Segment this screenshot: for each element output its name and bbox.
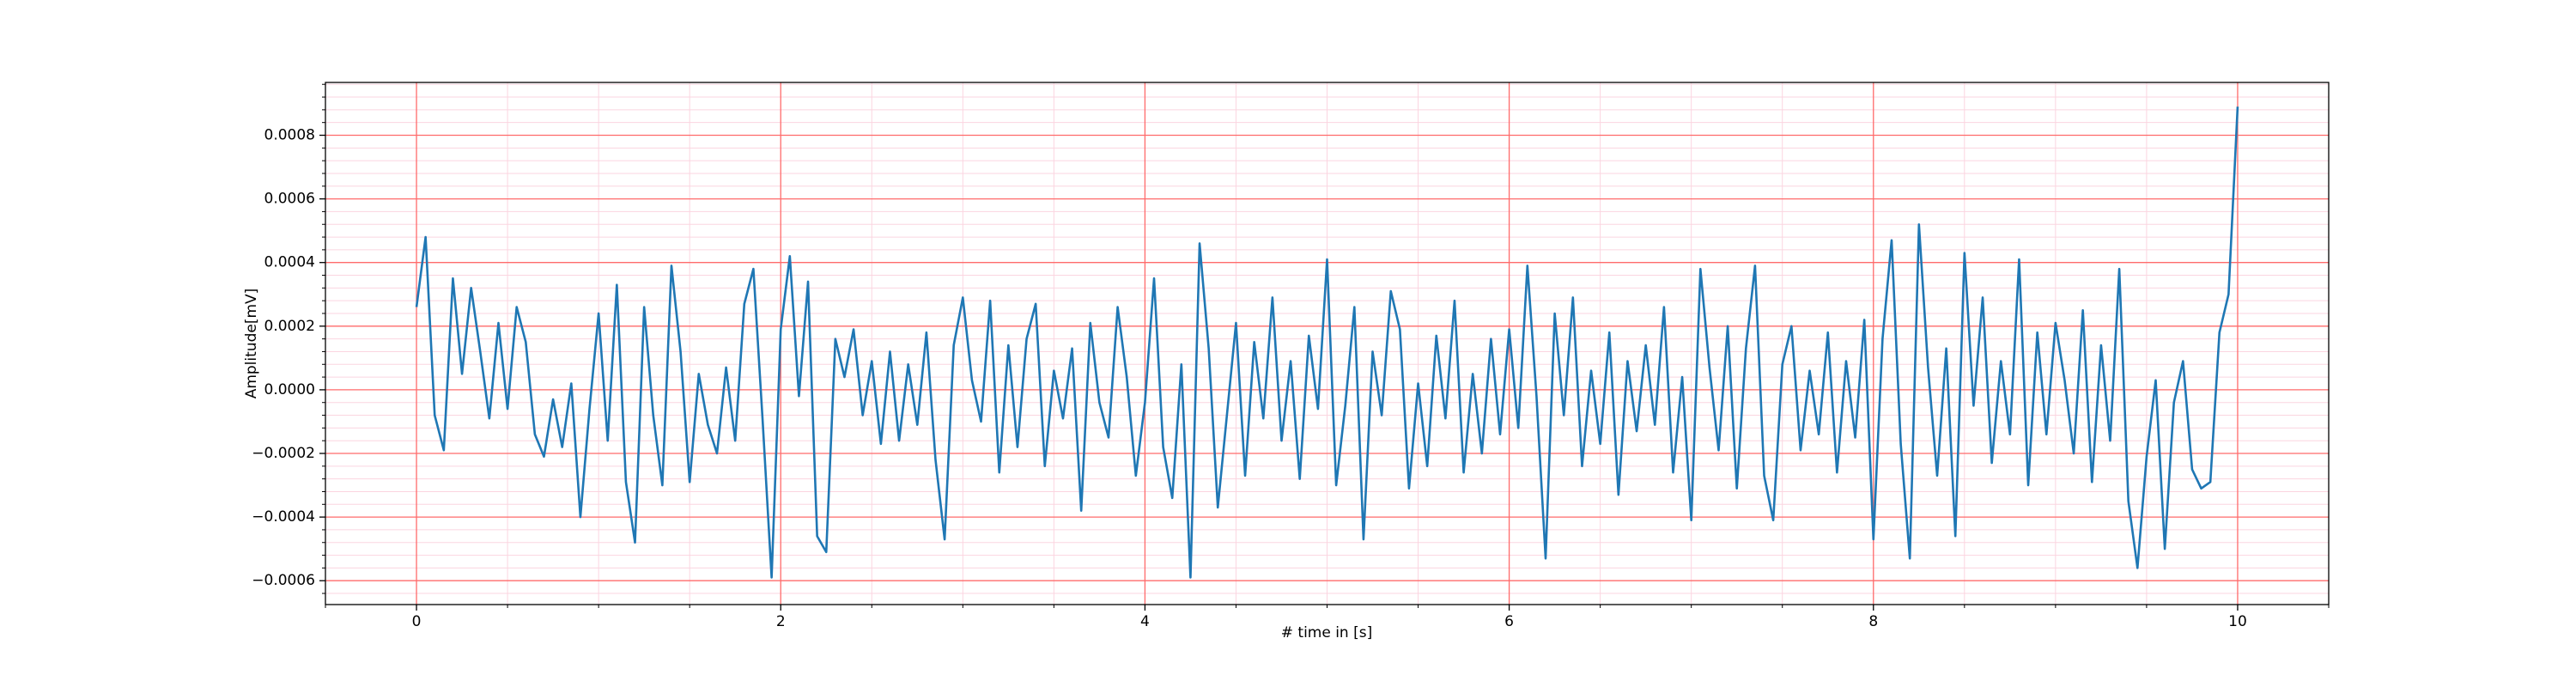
x-tick-label: 8 xyxy=(1868,613,1878,630)
x-tick-label: 0 xyxy=(412,613,422,630)
x-tick-label: 10 xyxy=(2228,613,2247,630)
y-tick-label: 0.0008 xyxy=(264,127,315,144)
signal-line xyxy=(415,106,2239,579)
y-axis-label: Amplitude[mV] xyxy=(243,289,260,399)
axes: 0 2 4 6 8 10 −0.0006 −0.0004 −0.0002 0.0000 0.0002… xyxy=(252,82,2330,630)
x-tick-label: 2 xyxy=(776,613,786,630)
y-tick-label: 0.0006 xyxy=(264,191,315,208)
x-axis-label: # time in [s] xyxy=(1281,624,1372,641)
x-tick-label: 4 xyxy=(1140,613,1150,630)
x-tick-label: 6 xyxy=(1504,613,1514,630)
y-tick-label: 0.0004 xyxy=(264,254,315,271)
y-tick-label: 0.0002 xyxy=(264,318,315,335)
y-tick-label: 0.0000 xyxy=(264,381,315,398)
plot-area xyxy=(415,106,2239,579)
grid xyxy=(325,82,2330,605)
axes-frame xyxy=(325,82,2330,605)
y-tick-label: −0.0006 xyxy=(252,572,315,589)
y-tick-label: −0.0004 xyxy=(252,508,315,526)
y-tick-label: −0.0002 xyxy=(252,445,315,462)
